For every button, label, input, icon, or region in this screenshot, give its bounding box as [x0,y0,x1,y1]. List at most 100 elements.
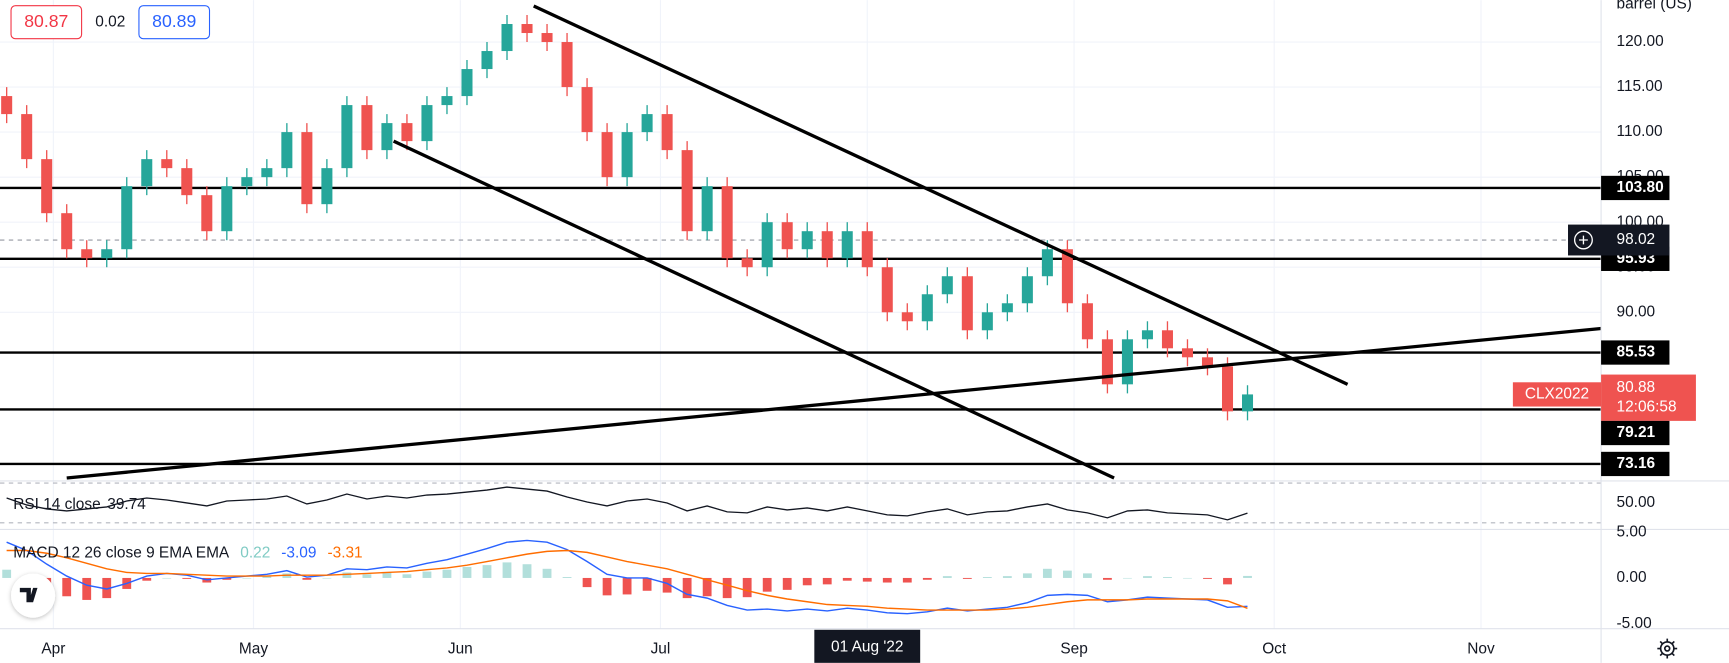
macd-histogram-bar [322,577,332,579]
macd-histogram-bar [942,576,952,578]
rsi-name: RSI 14 close [13,496,100,513]
candle-body [1021,276,1033,304]
macd-histogram-bar [402,574,412,578]
candle-body [541,33,553,43]
macd-histogram-bar [902,577,912,583]
macd-tick-label: 5.00 [1617,523,1647,540]
macd-histogram-bar [242,577,252,579]
last-price: 80.88 [1617,379,1656,396]
candle-body [981,312,993,331]
countdown: 12:06:58 [1617,399,1677,416]
candle-body [461,69,473,97]
add-alert-plus[interactable] [1579,235,1588,245]
symbol-box [1512,382,1602,407]
candle-body [681,150,693,232]
x-tick-label: Jun [448,641,473,658]
macd-histogram-bar [862,577,872,582]
level-label: 103.80 [1617,179,1664,196]
gear-teeth[interactable] [1657,638,1678,659]
settings-gear[interactable] [1657,638,1678,659]
candle-body [1,96,13,115]
level-label-box [1601,451,1670,477]
macd-histogram-bar [502,562,512,578]
x-tick-label: Sep [1060,641,1087,658]
macd-histogram-bar [162,577,172,579]
macd-histogram-bar [62,577,72,597]
macd-histogram-bar [722,577,732,599]
candle-body [81,249,93,259]
trend-line [392,139,1115,480]
x-tick-label: Jul [651,641,671,658]
macd-histogram-bar [222,577,232,580]
add-alert-button[interactable] [1573,230,1593,250]
macd-histogram-bar [1042,568,1052,578]
candle-body [401,123,413,142]
candle-body [1181,348,1193,358]
level-label-box [1601,420,1670,446]
candle-body [621,132,633,178]
candle-body [521,24,533,34]
macd-histogram-bar [882,577,892,583]
candle-body [861,231,873,268]
macd-histogram-bar [182,577,192,579]
macd-histogram-bar [642,577,652,591]
candle-body [901,312,913,322]
tradingview-logo[interactable] [11,573,56,618]
candle-body [661,114,673,151]
grid [0,0,1602,629]
macd-histogram-bar [382,572,392,578]
macd-histogram-bar [782,577,792,590]
ask-box[interactable] [138,5,211,40]
candle-body [381,123,393,151]
macd-histogram-bar [962,577,972,579]
macd-histogram-bar [582,577,592,588]
candle-body [1141,330,1153,340]
candle-body [361,105,373,151]
candle-body [101,249,113,259]
candle-body [481,51,493,70]
candle-body [961,276,973,331]
candle-body [581,87,593,133]
macd-histogram-bar [1103,577,1112,580]
y-tick-label: 120.00 [1617,33,1664,50]
logo-mark[interactable] [19,587,38,603]
price-axis-bg [1601,0,1729,663]
macd-line [6,539,1248,615]
macd-histogram-bar [682,577,692,599]
gear-hub[interactable] [1663,645,1671,652]
candle-body [121,186,133,250]
rsi-legend: RSI 14 close 39.74 [13,496,146,513]
bid[interactable]: 80.87 [24,11,68,31]
candle-body [1121,339,1133,385]
ask[interactable]: 80.89 [152,11,196,31]
candle-body [1161,330,1173,349]
macd-histogram-bar [1062,570,1072,578]
indicator-panes [0,482,1602,615]
candle-body [641,114,653,133]
macd-histogram-bar [1243,575,1252,578]
macd-histogram-bar [1183,577,1192,579]
candle-body [921,294,933,322]
macd-histogram-bar [1163,577,1172,578]
macd-legend: MACD 12 26 close 9 EMA EMA 0.22 -3.09 -3.31 [13,545,362,562]
x-tick-label: Nov [1467,641,1495,658]
trend-line [66,326,1602,480]
candle-body [1041,249,1053,277]
signal-line [6,549,1248,611]
macd-histogram-bar [842,577,852,581]
candle-body [701,186,713,232]
bid-box[interactable] [10,5,83,40]
macd-histogram-bar [762,577,772,592]
level-label: 73.16 [1617,455,1656,472]
macd-histogram-bar [742,577,752,598]
macd-histogram-bar [422,571,432,578]
candle-body [941,276,953,295]
x-tick-label: Apr [41,641,65,658]
y-tick-label: 115.00 [1617,78,1663,95]
candle-body [21,114,33,160]
macd-histogram-bar [982,577,992,578]
candle-body [1201,357,1214,367]
candle-body [1081,303,1093,340]
candle-body [321,168,333,205]
candle-body [1061,249,1073,304]
